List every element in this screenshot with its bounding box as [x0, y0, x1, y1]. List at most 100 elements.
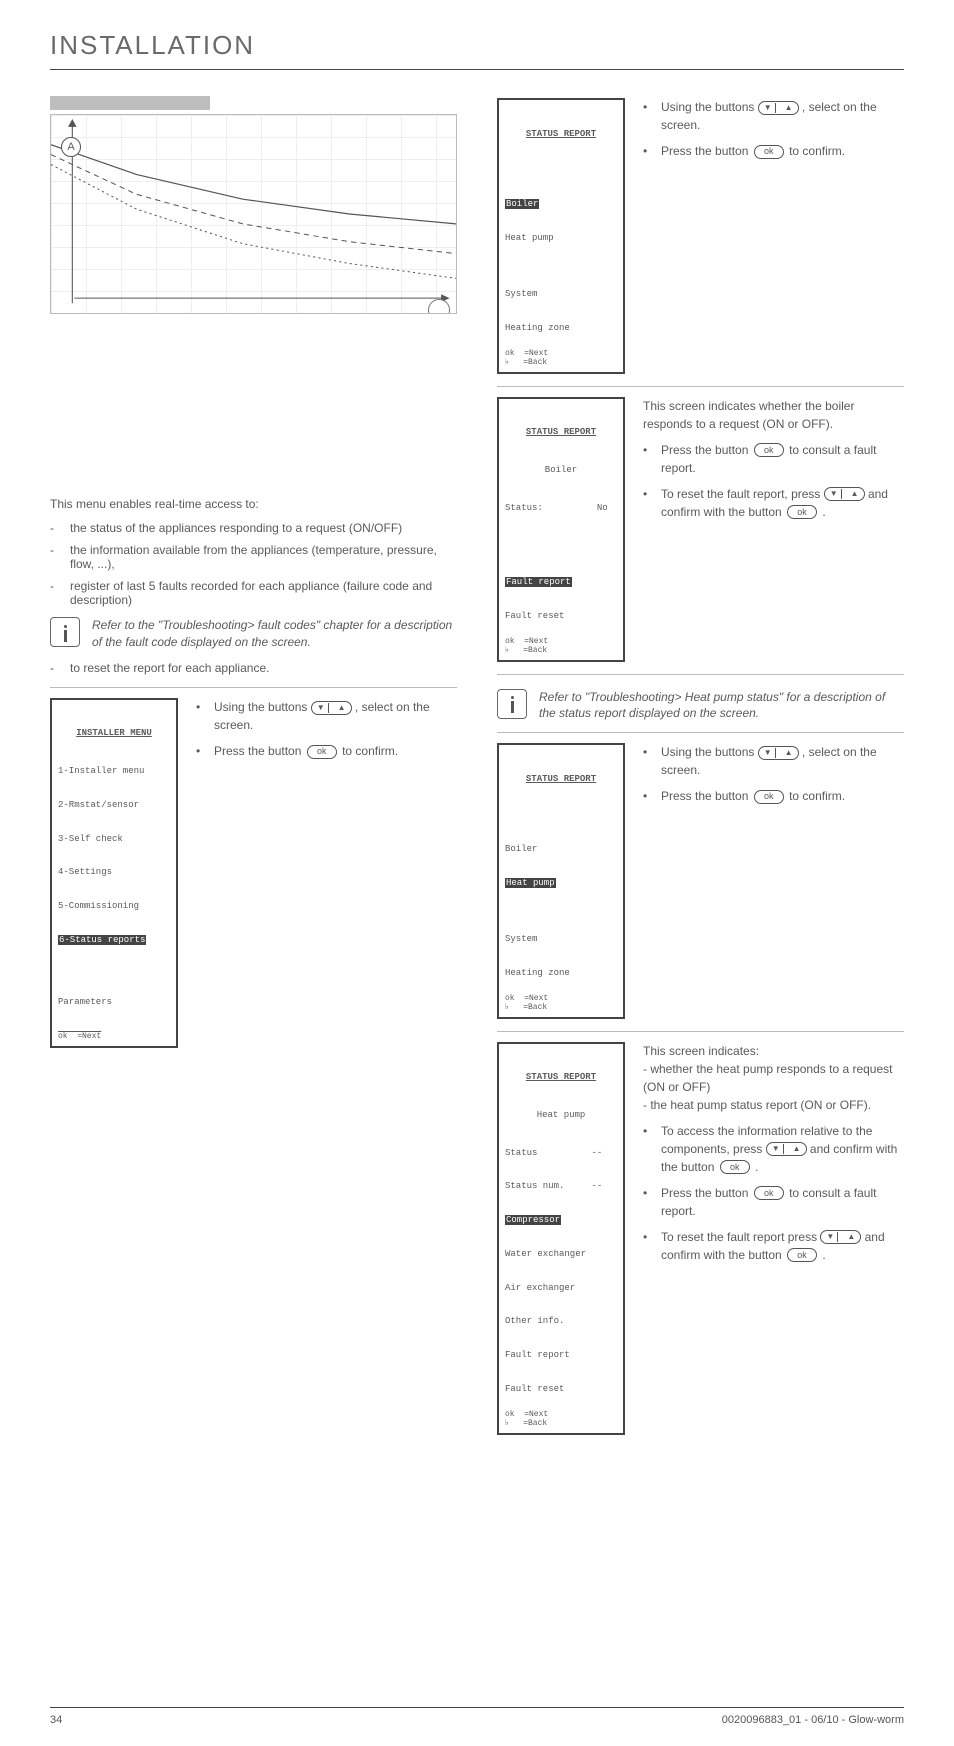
- text-fragment: , select: [355, 700, 396, 714]
- screen-footer: ok =Next ♭ =Back: [505, 350, 548, 368]
- page-title: INSTALLATION: [50, 30, 904, 61]
- info-note-right: Refer to "Troubleshooting> Heat pump sta…: [497, 689, 904, 723]
- ok-button-icon: ok: [754, 790, 784, 804]
- text-fragment: .: [755, 1160, 758, 1174]
- step-bullet: To access the information relative to th…: [643, 1122, 904, 1176]
- status-report-screen: STATUS REPORT Boiler Heat pump System He…: [497, 98, 625, 374]
- screen-title: STATUS REPORT: [505, 129, 617, 140]
- screen-title: INSTALLER MENU: [58, 728, 170, 739]
- screen-footer: ok =Next: [58, 1032, 101, 1041]
- chart-badge-a: A: [61, 137, 81, 157]
- screen-row-hl: Compressor: [505, 1215, 561, 1225]
- text-fragment: Press the button: [661, 789, 752, 803]
- doc-ref: 0020096883_01 - 06/10 - Glow-worm: [722, 1714, 904, 1726]
- text-fragment: To reset the fault report press: [661, 1230, 820, 1244]
- screen-row: Boiler: [505, 844, 617, 855]
- left-column: A This menu enables real-time access to:…: [50, 88, 457, 1447]
- screen-row: Air exchanger: [505, 1283, 617, 1294]
- screen-row: Status --: [505, 1148, 617, 1159]
- status-report-screen-hp: STATUS REPORT Boiler Heat pump System He…: [497, 743, 625, 1019]
- screen-row: Other info.: [505, 1316, 617, 1327]
- lead-text: This screen indicates whether the boiler…: [643, 397, 904, 433]
- step-bullet: Using the buttons ▼▲ , select on the scr…: [643, 98, 904, 134]
- ok-button-icon: ok: [307, 745, 337, 759]
- intro-item: register of last 5 faults recorded for e…: [70, 579, 457, 607]
- step-bullet: Press the button ok to consult a fault r…: [643, 441, 904, 477]
- screen-row: 5-Commissioning: [58, 901, 170, 912]
- chart-figure: A: [50, 96, 457, 314]
- info-icon: [497, 689, 527, 719]
- chart-knob-icon: [428, 299, 450, 314]
- status-report-hp-detail-screen: STATUS REPORT Heat pump Status -- Status…: [497, 1042, 625, 1435]
- screen-row: 1-Installer menu: [58, 766, 170, 777]
- screen-row-hl: Boiler: [505, 199, 539, 209]
- screen-row: System: [505, 934, 617, 945]
- text-fragment: Using the buttons: [214, 700, 311, 714]
- screen-row: Fault report: [505, 1350, 617, 1361]
- page-footer: 34 0020096883_01 - 06/10 - Glow-worm: [50, 1707, 904, 1726]
- chart-svg: [51, 115, 456, 313]
- info-icon: [50, 617, 80, 647]
- text-fragment: .: [822, 505, 825, 519]
- screen-row: Water exchanger: [505, 1249, 617, 1260]
- step-bullet: To reset the fault report, press ▼▲ and …: [643, 485, 904, 521]
- text-fragment: Press the button: [214, 744, 305, 758]
- after-info-list: to reset the report for each appliance.: [50, 661, 457, 675]
- ok-button-icon: ok: [787, 505, 817, 519]
- step-bullet: Press the button ok to confirm.: [643, 142, 904, 160]
- screen-row: Fault reset: [505, 611, 617, 622]
- screen-footer: ok =Next ♭ =Back: [505, 1411, 548, 1429]
- text-fragment: Using the buttons: [661, 100, 758, 114]
- down-up-button-icon: ▼▲: [758, 746, 799, 760]
- ok-button-icon: ok: [720, 1160, 750, 1174]
- screen-subtitle: Boiler: [505, 465, 617, 476]
- screen-row: Status: No: [505, 503, 617, 514]
- screen-row: 4-Settings: [58, 867, 170, 878]
- text-fragment: Press the button: [661, 443, 752, 457]
- screen-subtitle: Heat pump: [505, 1110, 617, 1121]
- lead-text: - whether the heat pump responds to a re…: [643, 1060, 904, 1096]
- status-block-heatpump: STATUS REPORT Boiler Heat pump System He…: [497, 732, 904, 1032]
- screen-row: Heating zone: [505, 968, 617, 979]
- status-block-heatpump-detail: STATUS REPORT Heat pump Status -- Status…: [497, 1032, 904, 1447]
- lead-text: - the heat pump status report (ON or OFF…: [643, 1096, 904, 1114]
- text-fragment: to confirm.: [789, 789, 845, 803]
- info-note-left: Refer to the "Troubleshooting> fault cod…: [50, 617, 457, 651]
- screen-row-hl: Fault report: [505, 577, 572, 587]
- status-report-boiler-screen: STATUS REPORT Boiler Status: No Fault re…: [497, 397, 625, 662]
- step-bullet: Press the button ok to confirm.: [643, 787, 904, 805]
- intro-item: the status of the appliances responding …: [70, 521, 402, 535]
- screen-row: Heating zone: [505, 323, 617, 334]
- screen-footer: ok =Next ♭ =Back: [505, 995, 548, 1013]
- info-note-text: Refer to the "Troubleshooting> fault cod…: [92, 617, 457, 651]
- intro-list: the status of the appliances responding …: [50, 521, 457, 607]
- screen-title: STATUS REPORT: [505, 774, 617, 785]
- screen-row-hl: Heat pump: [505, 878, 556, 888]
- title-rule: [50, 69, 904, 70]
- text-fragment: .: [822, 1248, 825, 1262]
- info-note-text: Refer to "Troubleshooting> Heat pump sta…: [539, 689, 904, 723]
- down-up-button-icon: ▼▲: [824, 487, 865, 501]
- screen-title: STATUS REPORT: [505, 1072, 617, 1083]
- down-up-button-icon: ▼▲: [820, 1230, 861, 1244]
- down-up-button-icon: ▼▲: [766, 1142, 807, 1156]
- step-bullet: Press the button ok to consult a fault r…: [643, 1184, 904, 1220]
- right-column: STATUS REPORT Boiler Heat pump System He…: [497, 88, 904, 1447]
- text-fragment: To reset the fault report, press: [661, 487, 824, 501]
- down-up-button-icon: ▼▲: [758, 101, 799, 115]
- ok-button-icon: ok: [754, 145, 784, 159]
- step-bullet: Using the buttons ▼▲ , select on the scr…: [196, 698, 457, 734]
- lead-text: This screen indicates:: [643, 1042, 904, 1060]
- screen-row: 3-Self check: [58, 834, 170, 845]
- step-bullet: Using the buttons ▼▲ , select on the scr…: [643, 743, 904, 779]
- down-up-button-icon: ▼▲: [311, 701, 352, 715]
- step-bullet: To reset the fault report press ▼▲ and c…: [643, 1228, 904, 1264]
- screen-title: STATUS REPORT: [505, 427, 617, 438]
- text-fragment: Press the button: [661, 144, 752, 158]
- screen-row: Status num. --: [505, 1181, 617, 1192]
- text-fragment: Using the buttons: [661, 745, 758, 759]
- screen-row: Heat pump: [505, 233, 617, 244]
- step-bullet: Press the button ok to confirm.: [196, 742, 457, 760]
- ok-button-icon: ok: [754, 1186, 784, 1200]
- screen-row: Fault reset: [505, 1384, 617, 1395]
